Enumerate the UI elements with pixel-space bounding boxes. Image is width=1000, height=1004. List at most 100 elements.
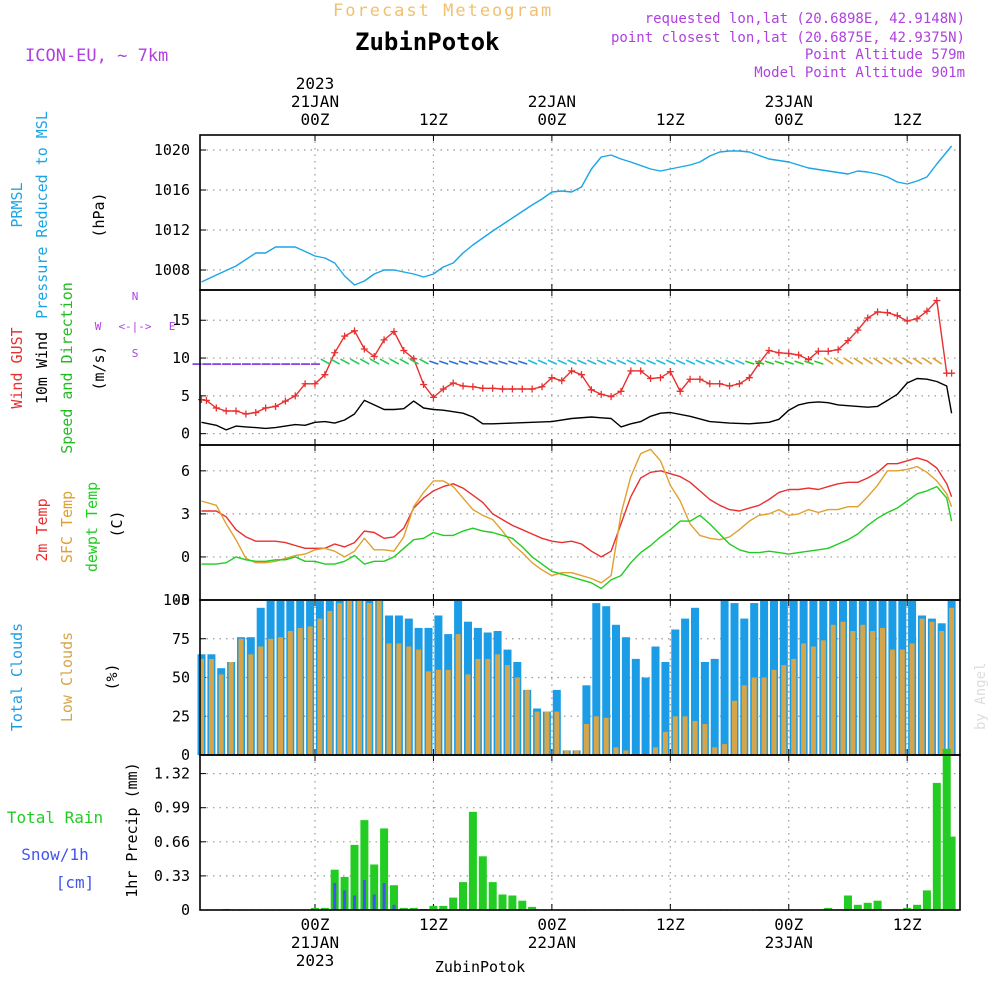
low-clouds-bar [564, 750, 570, 755]
low-clouds-bar [574, 750, 580, 755]
panel-4: 0 25 50 75 100 [163, 591, 961, 764]
low-clouds-bar [505, 665, 510, 755]
low-clouds-bar [396, 643, 402, 755]
gust-marker [913, 315, 921, 323]
low-clouds-bar [722, 744, 728, 755]
low-clouds-bar [465, 674, 471, 755]
gust-marker [212, 404, 220, 412]
y-tick-label: 1016 [154, 181, 190, 199]
gust-marker [400, 346, 408, 354]
low-clouds-bar [850, 631, 856, 755]
requested-coords: requested lon,lat (20.6898E, 42.9148N) [645, 11, 965, 27]
low-clouds-bar [889, 649, 895, 755]
bottom-axis-label: 23JAN [765, 933, 813, 952]
wind-dir-arrow [863, 357, 874, 365]
wind-dir-arrow [517, 360, 528, 365]
low-clouds-bar [416, 649, 422, 755]
wind-dir-arrow [498, 360, 508, 365]
rain-bar [518, 900, 527, 910]
total-clouds-bar [592, 603, 601, 755]
gust-marker [607, 393, 615, 401]
gust-marker [489, 384, 497, 392]
rain-bar [350, 844, 359, 910]
low-clouds-bar [386, 643, 392, 755]
low-clouds-bar [356, 600, 362, 755]
gust-marker [341, 332, 349, 340]
wind-dir-arrow [784, 360, 794, 365]
gust-marker [469, 383, 477, 391]
y-tick-label: 0 [181, 548, 190, 566]
total-clouds-bar [691, 607, 699, 756]
wind-dir-arrow [557, 359, 568, 365]
panel-5: 0 0.33 0.66 0.99 1.32 [154, 748, 961, 919]
footer-location: ZubinPotok [435, 958, 525, 976]
gust-marker [637, 367, 645, 375]
wind-dir-arrow [873, 357, 883, 365]
snow-bar [382, 883, 386, 910]
t2m-label: 2m Temp [33, 498, 51, 561]
low-clouds-bar [840, 621, 846, 755]
wind-dir-arrow [448, 360, 459, 365]
wind-dir-arrow [882, 357, 893, 365]
dewpt-label: dewpt Temp [83, 482, 101, 572]
total-clouds-bar [582, 685, 591, 756]
low-clouds-bar [238, 638, 244, 756]
rain-bar [399, 907, 408, 910]
total-clouds-bar [681, 618, 690, 755]
low-clouds-bar [435, 669, 441, 756]
wind-dir-arrow [389, 358, 400, 365]
low-clouds-bar [534, 711, 540, 755]
total-clouds-bar [661, 662, 670, 755]
y-tick-label: 0 [181, 901, 190, 919]
wind-dir-arrow [646, 359, 656, 365]
wind-dir-arrow [735, 359, 745, 365]
panel-frame [199, 444, 961, 601]
wind-dir-arrow [665, 359, 676, 365]
wind-dir-arrow [399, 358, 410, 365]
wind-gust-line [201, 299, 952, 415]
top-axis-label: 12Z [656, 110, 685, 129]
plot-layer: 1008 1012 1016 1020 0 5 10 15 -3 0 3 6 0 25 50 75 100 0 0.… [7, 74, 961, 970]
wind-dir-arrow [468, 360, 479, 365]
wind-dir-arrow [606, 359, 617, 365]
bottom-axis-label: 00Z [301, 915, 330, 934]
total-clouds-bar [612, 624, 620, 755]
wind-dir-arrow [596, 359, 607, 365]
low-clouds-bar [653, 747, 658, 756]
total-clouds-bar [700, 662, 709, 755]
low-clouds-bar [366, 603, 372, 755]
wind-dir-arrow [794, 360, 804, 365]
wind-dir-arrow [359, 358, 370, 365]
rain-bar [370, 864, 379, 910]
top-axis-label: 00Z [301, 110, 330, 129]
low-clouds-bar [801, 643, 807, 755]
low-clouds-bar [771, 669, 777, 756]
panel-frame [199, 289, 961, 446]
wind-dir-arrow [833, 357, 844, 365]
low-clouds-bar [426, 671, 431, 755]
snow-bar [333, 883, 337, 910]
gust-marker [242, 410, 250, 418]
gust-marker [735, 380, 743, 388]
snow-bar [353, 895, 356, 910]
gust-marker [390, 328, 398, 336]
y-tick-label: 1012 [154, 221, 190, 239]
gust-marker [202, 396, 210, 404]
low-clouds-bar [662, 731, 668, 756]
wind-dir-arrow [892, 357, 903, 365]
sfc-temp-label: SFC Temp [58, 491, 76, 563]
wind-dir-arrow [804, 360, 814, 365]
gust-marker [948, 369, 956, 377]
compass-w: W [95, 320, 102, 333]
gust-marker [745, 374, 753, 382]
wind-dir-arrow [754, 360, 765, 365]
gust-marker [420, 381, 428, 389]
gust-marker [814, 347, 822, 355]
gust-marker [222, 407, 230, 415]
dewpt-line [201, 485, 953, 590]
low-clouds-bar [278, 637, 283, 755]
wind-dir-arrow [764, 360, 775, 365]
wind-dir-arrow [537, 359, 548, 365]
wind-dir-arrow [488, 360, 498, 365]
gust-marker [706, 380, 714, 388]
